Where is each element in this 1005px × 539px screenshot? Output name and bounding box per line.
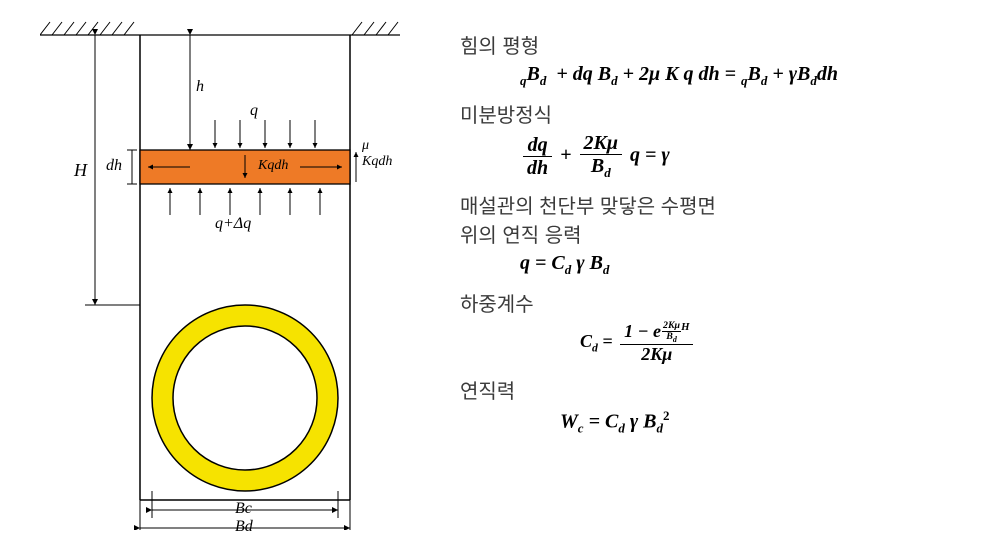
label-Bd: Bd (235, 518, 253, 536)
eq-load-coefficient: Cd = 1 − e2KμBdH 2Kμ (580, 321, 980, 365)
eq-force-balance: qBd + dq Bd + 2μ K q dh = qBd + γBddh (520, 63, 980, 89)
label-muKqdh: μ Kqdh (362, 138, 400, 170)
eq-vertical-stress: q = Cd γ Bd (520, 252, 980, 278)
eq-differential: dq dh + 2Kμ Bd q = γ (520, 132, 980, 180)
pipe-inner (173, 326, 317, 470)
heading-vertical-stress-2: 위의 연직 응력 (460, 219, 980, 248)
label-q: q (250, 102, 258, 120)
eq-vertical-force: Wc = Cd γ Bd2 (560, 408, 980, 437)
heading-vertical-stress-1: 매설관의 천단부 맞닿은 수평면 (460, 190, 980, 219)
label-h: h (196, 78, 204, 96)
q-arrows-top (215, 120, 315, 148)
page: h q dh Kqdh μ Kqdh q+Δq H Bc Bd 힘의 평형 qB… (0, 0, 1005, 539)
label-Bc: Bc (235, 500, 252, 518)
label-q-dq: q+Δq (215, 215, 251, 233)
diagram: h q dh Kqdh μ Kqdh q+Δq H Bc Bd (40, 10, 400, 530)
heading-force-eq: 힘의 평형 (460, 30, 980, 59)
label-H: H (74, 160, 87, 181)
equations-column: 힘의 평형 qBd + dq Bd + 2μ K q dh = qBd + γB… (460, 20, 980, 443)
diagram-svg (40, 10, 400, 530)
label-Kqdh: Kqdh (258, 158, 288, 174)
q-arrows-bottom (170, 188, 320, 215)
label-dh: dh (106, 157, 122, 175)
ground-hatch (40, 22, 398, 35)
heading-vertical-force: 연직력 (460, 375, 980, 404)
heading-diff-eq: 미분방정식 (460, 99, 980, 128)
heading-load-coef: 하중계수 (460, 288, 980, 317)
